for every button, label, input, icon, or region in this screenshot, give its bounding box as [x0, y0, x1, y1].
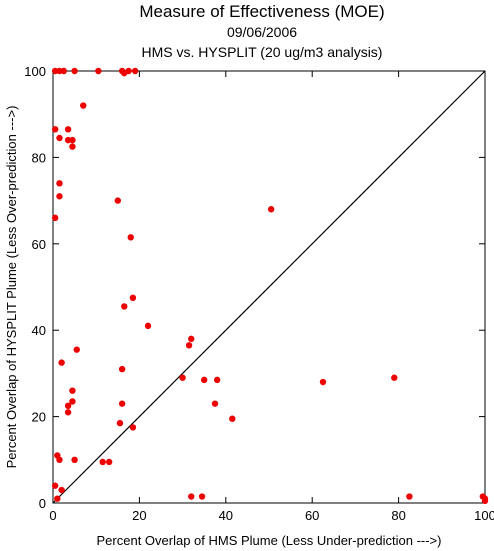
- chart-subtitle-date: 09/06/2006: [227, 24, 297, 40]
- y-tick-label: 0: [39, 496, 46, 511]
- chart-title: Measure of Effectiveness (MOE): [139, 2, 384, 21]
- data-point: [185, 342, 193, 349]
- data-point: [229, 415, 236, 422]
- y-tick-label: 20: [32, 410, 46, 425]
- x-tick-label: 0: [49, 508, 56, 523]
- data-point: [116, 419, 124, 427]
- y-axis-label: Percent Overlap of HYSPLIT Plume (Less O…: [4, 106, 19, 469]
- data-point: [188, 493, 195, 500]
- data-point: [131, 67, 139, 75]
- data-point: [51, 214, 59, 222]
- data-point: [144, 322, 152, 330]
- data-point: [69, 398, 76, 405]
- data-point: [69, 143, 76, 150]
- data-point: [56, 180, 63, 187]
- x-tick-label: 60: [305, 508, 319, 523]
- one-to-one-line: [52, 70, 486, 504]
- data-point: [56, 193, 63, 200]
- y-tick-label: 60: [32, 237, 46, 252]
- data-point: [73, 346, 80, 353]
- data-point: [64, 126, 72, 133]
- data-point: [391, 374, 398, 381]
- data-point: [319, 378, 327, 386]
- data-point: [99, 458, 106, 466]
- data-point: [406, 493, 413, 500]
- plot-area: 0 20 40 60 80 100 0 20 40 60 80 100: [24, 64, 494, 523]
- data-point: [71, 67, 78, 75]
- plot-frame: [52, 70, 486, 504]
- y-tick-label: 40: [32, 323, 46, 338]
- data-point: [129, 424, 137, 431]
- x-tick-label: 20: [132, 508, 146, 523]
- data-point: [54, 495, 61, 502]
- x-tick-label: 80: [391, 508, 405, 523]
- data-point: [127, 234, 134, 241]
- x-tick-label: 40: [219, 508, 233, 523]
- data-point: [80, 102, 87, 109]
- data-point: [69, 387, 76, 394]
- data-point: [58, 486, 65, 494]
- data-point: [58, 359, 65, 366]
- data-point: [71, 456, 78, 463]
- data-point: [105, 458, 113, 466]
- data-point: [51, 482, 59, 489]
- data-point: [64, 409, 72, 416]
- data-point: [114, 197, 122, 204]
- data-point: [481, 497, 489, 505]
- data-point: [51, 126, 59, 133]
- data-point: [56, 456, 63, 463]
- data-point: [118, 400, 126, 407]
- data-point: [211, 400, 219, 407]
- data-point: [129, 294, 137, 301]
- y-tick-label: 80: [32, 150, 46, 165]
- y-tick-label: 100: [24, 64, 46, 79]
- data-point: [56, 134, 63, 142]
- data-point: [213, 376, 221, 384]
- data-point: [69, 136, 76, 144]
- chart-subtitle-analysis: HMS vs. HYSPLIT (20 ug/m3 analysis): [142, 44, 383, 60]
- data-point: [125, 67, 132, 75]
- data-point: [267, 206, 275, 213]
- x-axis-label: Percent Overlap of HMS Plume (Less Under…: [97, 533, 442, 548]
- x-tick-label: 100: [474, 508, 494, 523]
- data-point: [95, 67, 102, 75]
- data-point: [118, 365, 126, 373]
- data-point: [188, 335, 195, 343]
- data-point: [201, 376, 208, 384]
- data-point: [60, 67, 67, 75]
- data-point: [198, 493, 206, 500]
- data-point: [64, 402, 72, 409]
- data-point: [179, 374, 186, 381]
- data-point: [121, 303, 128, 310]
